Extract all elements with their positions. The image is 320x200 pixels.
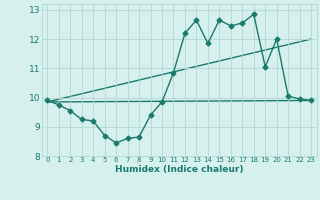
- X-axis label: Humidex (Indice chaleur): Humidex (Indice chaleur): [115, 165, 244, 174]
